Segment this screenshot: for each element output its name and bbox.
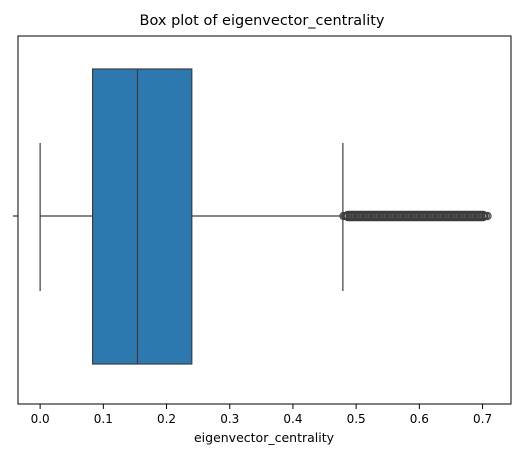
iqr-box <box>91 68 193 365</box>
outlier-point <box>483 211 492 221</box>
box-group <box>39 68 492 365</box>
x-tick-label: 0.2 <box>157 412 176 426</box>
x-tick-label: 0.0 <box>31 412 50 426</box>
x-tick-label: 0.6 <box>410 412 429 426</box>
plot-frame <box>17 35 512 405</box>
x-tick-label: 0.1 <box>94 412 113 426</box>
x-axis: 0.0 0.1 0.2 0.3 0.4 0.5 0.6 0.7 <box>31 404 492 426</box>
x-tick-label: 0.7 <box>473 412 492 426</box>
x-tick-label: 0.4 <box>283 412 302 426</box>
x-tick-label: 0.3 <box>220 412 239 426</box>
x-tick-label: 0.5 <box>347 412 366 426</box>
x-axis-label: eigenvector_centrality <box>194 430 335 445</box>
chart-title: Box plot of eigenvector_centrality <box>140 13 385 29</box>
plot-area <box>17 35 512 405</box>
